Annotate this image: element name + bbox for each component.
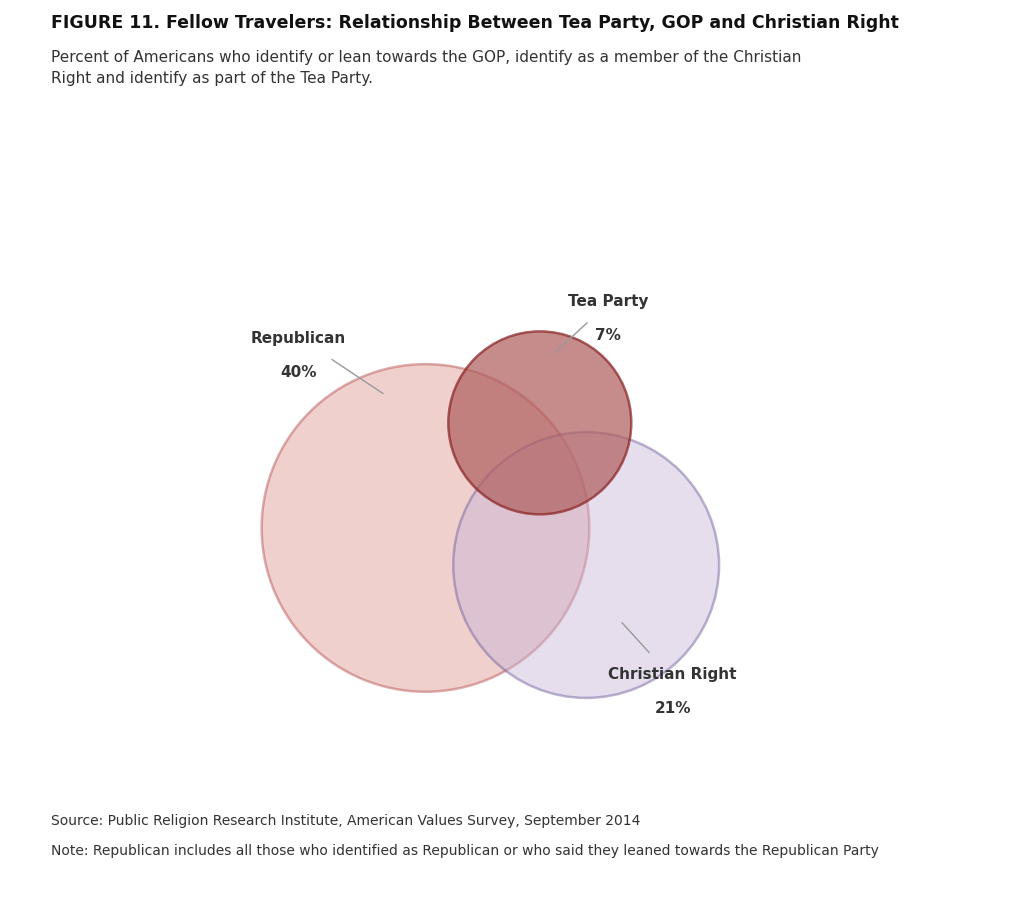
Text: 7%: 7% bbox=[595, 327, 621, 343]
Text: Christian Right: Christian Right bbox=[608, 667, 737, 682]
Text: Republican: Republican bbox=[251, 331, 346, 345]
Text: Source: Public Religion Research Institute, American Values Survey, September 20: Source: Public Religion Research Institu… bbox=[51, 814, 641, 827]
Text: 21%: 21% bbox=[654, 701, 691, 716]
Text: FIGURE 11. Fellow Travelers: Relationship Between Tea Party, GOP and Christian R: FIGURE 11. Fellow Travelers: Relationshi… bbox=[51, 14, 899, 32]
Circle shape bbox=[262, 365, 589, 692]
Text: Note: Republican includes all those who identified as Republican or who said the: Note: Republican includes all those who … bbox=[51, 844, 879, 857]
Text: Percent of Americans who identify or lean towards the GOP, identify as a member : Percent of Americans who identify or lea… bbox=[51, 50, 802, 86]
Circle shape bbox=[454, 432, 719, 698]
Text: Tea Party: Tea Party bbox=[567, 294, 648, 308]
Circle shape bbox=[449, 332, 632, 514]
Text: 40%: 40% bbox=[281, 365, 317, 380]
